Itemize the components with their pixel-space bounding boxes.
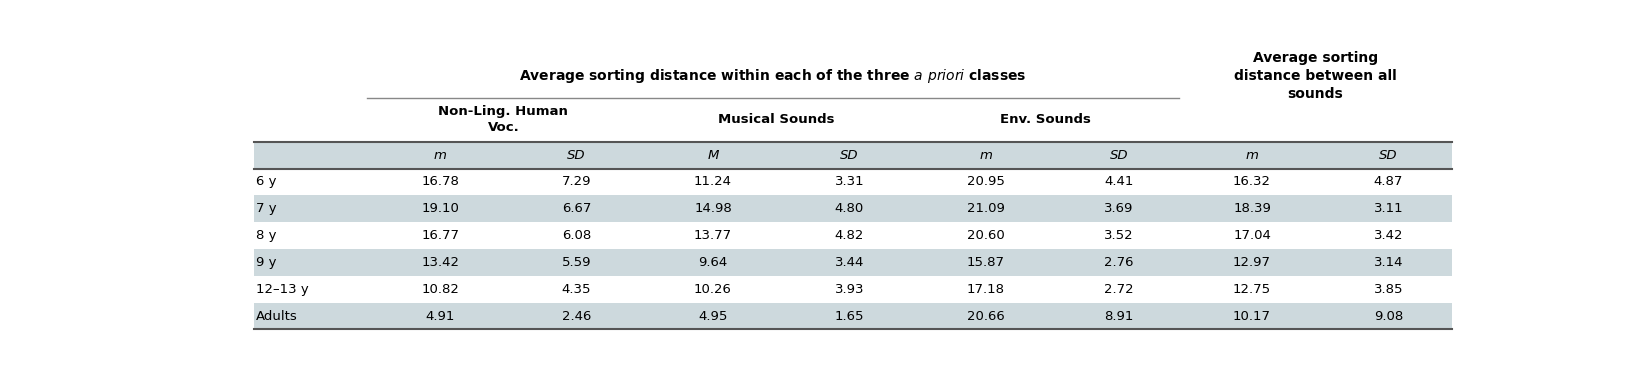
Text: m: m xyxy=(1246,149,1258,162)
Text: 20.95: 20.95 xyxy=(966,176,1005,188)
Text: 3.31: 3.31 xyxy=(835,176,864,188)
Text: 12.97: 12.97 xyxy=(1233,256,1271,269)
Text: SD: SD xyxy=(568,149,586,162)
Bar xyxy=(254,142,1451,169)
Text: 3.85: 3.85 xyxy=(1373,283,1402,296)
Text: 4.35: 4.35 xyxy=(561,283,591,296)
Text: 10.26: 10.26 xyxy=(695,283,732,296)
Text: Env. Sounds: Env. Sounds xyxy=(1001,113,1092,127)
Text: 6.08: 6.08 xyxy=(561,229,591,242)
Text: 21.09: 21.09 xyxy=(966,202,1005,215)
Text: M: M xyxy=(708,149,719,162)
Text: 3.69: 3.69 xyxy=(1105,202,1134,215)
Text: 3.42: 3.42 xyxy=(1373,229,1402,242)
Text: 17.18: 17.18 xyxy=(966,283,1005,296)
Text: 14.98: 14.98 xyxy=(695,202,732,215)
Text: 17.04: 17.04 xyxy=(1233,229,1271,242)
Text: 16.77: 16.77 xyxy=(421,229,459,242)
Bar xyxy=(254,169,1451,195)
Text: 7 y: 7 y xyxy=(257,202,277,215)
Text: Adults: Adults xyxy=(257,310,298,323)
Bar xyxy=(254,276,1451,302)
Text: 6 y: 6 y xyxy=(257,176,277,188)
Text: 4.80: 4.80 xyxy=(835,202,864,215)
Text: 8.91: 8.91 xyxy=(1105,310,1134,323)
Text: 20.60: 20.60 xyxy=(966,229,1005,242)
Text: 2.72: 2.72 xyxy=(1105,283,1134,296)
Text: 3.52: 3.52 xyxy=(1105,229,1134,242)
Text: 6.67: 6.67 xyxy=(561,202,591,215)
Text: 2.76: 2.76 xyxy=(1105,256,1134,269)
Text: 20.66: 20.66 xyxy=(966,310,1005,323)
Text: 16.32: 16.32 xyxy=(1233,176,1271,188)
Text: 7.29: 7.29 xyxy=(561,176,591,188)
Text: 1.65: 1.65 xyxy=(835,310,864,323)
Text: 12–13 y: 12–13 y xyxy=(257,283,309,296)
Text: 4.95: 4.95 xyxy=(698,310,727,323)
Text: 12.75: 12.75 xyxy=(1233,283,1271,296)
Text: Average sorting
distance between all
sounds: Average sorting distance between all sou… xyxy=(1233,51,1396,101)
Text: 9 y: 9 y xyxy=(257,256,277,269)
Text: Average sorting distance within each of the three $\it{a}$ $\it{priori}$ classes: Average sorting distance within each of … xyxy=(519,67,1027,85)
Text: m: m xyxy=(979,149,992,162)
Text: SD: SD xyxy=(840,149,859,162)
Bar xyxy=(254,249,1451,276)
Text: 4.82: 4.82 xyxy=(835,229,864,242)
Bar xyxy=(254,302,1451,329)
Text: Non-Ling. Human
Voc.: Non-Ling. Human Voc. xyxy=(438,105,568,135)
Text: 2.46: 2.46 xyxy=(561,310,591,323)
Text: 13.77: 13.77 xyxy=(695,229,732,242)
Text: SD: SD xyxy=(1110,149,1128,162)
Text: 3.14: 3.14 xyxy=(1373,256,1402,269)
Text: m: m xyxy=(434,149,446,162)
Text: 19.10: 19.10 xyxy=(421,202,459,215)
Text: 13.42: 13.42 xyxy=(421,256,459,269)
Text: 4.87: 4.87 xyxy=(1373,176,1402,188)
Text: SD: SD xyxy=(1380,149,1398,162)
Text: 3.11: 3.11 xyxy=(1373,202,1402,215)
Bar xyxy=(254,222,1451,249)
Text: 4.41: 4.41 xyxy=(1105,176,1134,188)
Text: 4.91: 4.91 xyxy=(426,310,456,323)
Text: Musical Sounds: Musical Sounds xyxy=(718,113,835,127)
Text: 9.64: 9.64 xyxy=(698,256,727,269)
Text: 10.17: 10.17 xyxy=(1233,310,1271,323)
Text: 3.44: 3.44 xyxy=(835,256,864,269)
Text: 8 y: 8 y xyxy=(257,229,277,242)
Text: 3.93: 3.93 xyxy=(835,283,864,296)
Text: 10.82: 10.82 xyxy=(421,283,459,296)
Text: 16.78: 16.78 xyxy=(421,176,459,188)
Text: 18.39: 18.39 xyxy=(1233,202,1271,215)
Text: 5.59: 5.59 xyxy=(561,256,591,269)
Text: 11.24: 11.24 xyxy=(695,176,732,188)
Bar xyxy=(254,195,1451,222)
Text: 15.87: 15.87 xyxy=(966,256,1005,269)
Text: 9.08: 9.08 xyxy=(1373,310,1402,323)
